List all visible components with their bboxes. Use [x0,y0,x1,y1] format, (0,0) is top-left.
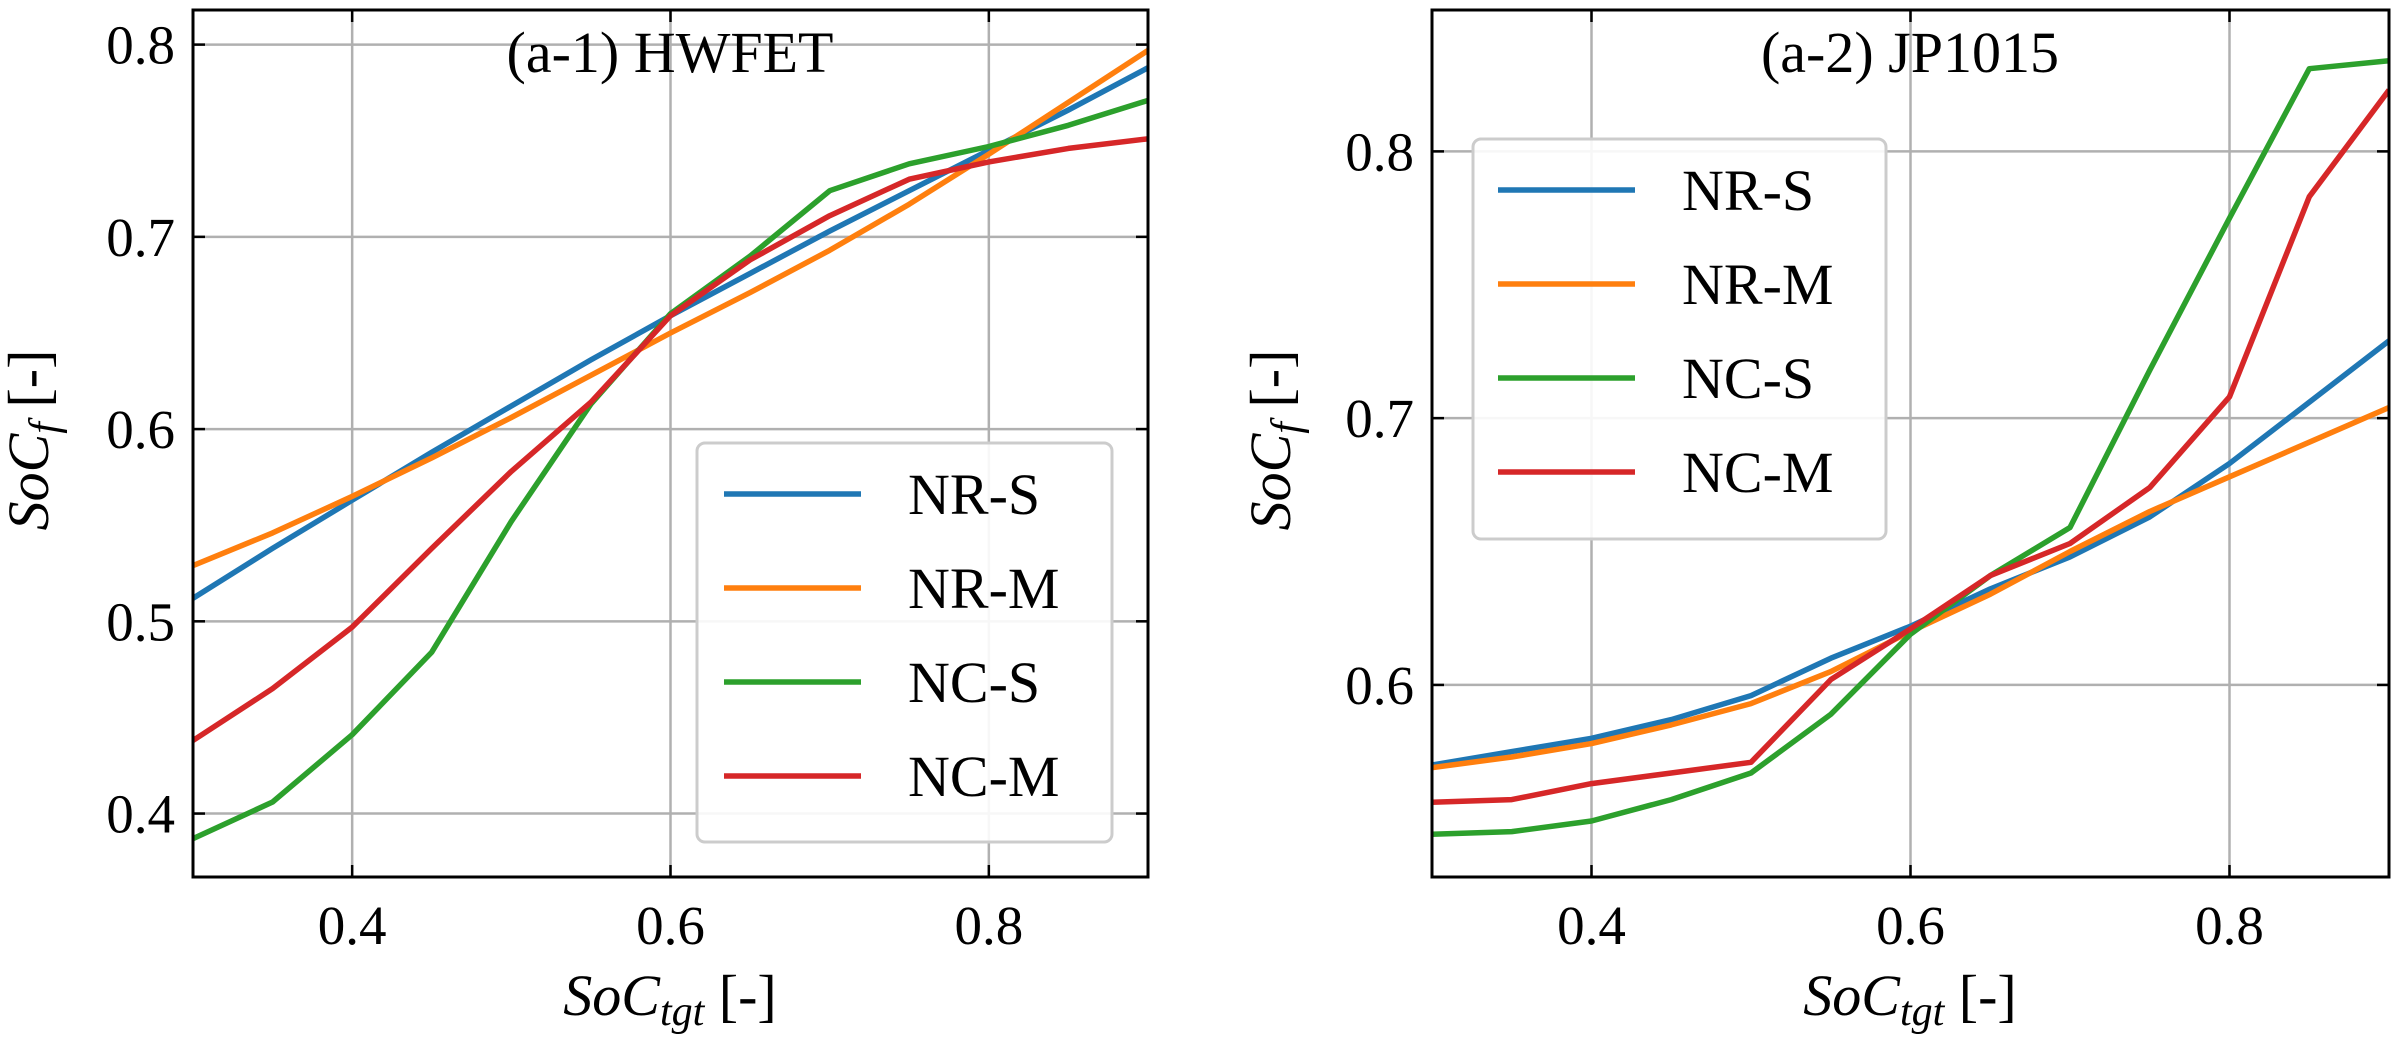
tick-marks [193,10,1148,877]
y-tick-label: 0.7 [106,207,175,268]
y-tick-label: 0.7 [1345,388,1414,449]
legend-label-nr-m: NR-M [1682,252,1833,317]
panel-title: (a-2) JP1015 [1761,20,2059,85]
legend-box [695,441,1114,844]
legend-label-nr-s: NR-S [1682,158,1814,223]
y-tick-label: 0.8 [106,15,175,76]
tick-marks [1432,10,2389,877]
legend-items: NR-S NR-M NC-S NC-M [724,462,1059,809]
legend-label-nr-m: NR-M [908,556,1059,621]
x-tick-label: 0.4 [1557,895,1626,956]
x-tick-label: 0.4 [318,895,387,956]
panel-jp1015: 0.4 0.6 0.8 0.6 0.7 0.8 (a-2) JP1015 NR-S NR-M… [1238,8,2391,1035]
y-tick-label: 0.6 [1345,655,1414,716]
y-tick-label: 0.6 [106,399,175,460]
panel-title: (a-1) HWFET [507,20,834,85]
y-axis-title: SoCf [-] [1238,350,1310,531]
legend-label-nc-m: NC-M [1682,440,1833,505]
legend-label-nc-s: NC-S [1682,346,1814,411]
series-line-nc-m [193,136,1148,743]
x-tick-label: 0.6 [1876,895,1945,956]
legend: NR-S NR-M NC-S NC-M [695,441,1114,844]
series-line-nr-m [193,48,1148,569]
legend-label-nr-s: NR-S [908,462,1040,527]
series-line-nc-s [1432,57,2389,838]
legend-label-nc-m: NC-M [908,744,1059,809]
panel-hwfet: 0.4 0.6 0.8 0.4 0.5 0.6 0.7 0.8 (a-1) HWFET NR-… [0,8,1150,1035]
y-tick-label: 0.8 [1345,121,1414,182]
tick-labels: 0.4 0.6 0.8 0.4 0.5 0.6 0.7 0.8 [106,15,1023,956]
y-axis-title: SoCf [-] [0,350,68,531]
legend: NR-S NR-M NC-S NC-M [1471,137,1888,541]
tick-labels: 0.4 0.6 0.8 0.6 0.7 0.8 [1345,121,2264,956]
legend-items: NR-S NR-M NC-S NC-M [1498,158,1833,505]
x-axis-title: SoCtgt [-] [563,963,776,1035]
x-tick-label: 0.6 [636,895,705,956]
legend-label-nc-s: NC-S [908,650,1040,715]
x-axis-title: SoCtgt [-] [1803,963,2016,1035]
y-tick-label: 0.4 [106,784,175,845]
series-lines [1432,57,2389,838]
series-line-nc-m [1432,88,2389,806]
x-tick-label: 0.8 [2195,895,2264,956]
legend-box [1471,137,1888,541]
series-lines [193,48,1148,842]
x-tick-label: 0.8 [954,895,1023,956]
y-tick-label: 0.5 [106,591,175,652]
